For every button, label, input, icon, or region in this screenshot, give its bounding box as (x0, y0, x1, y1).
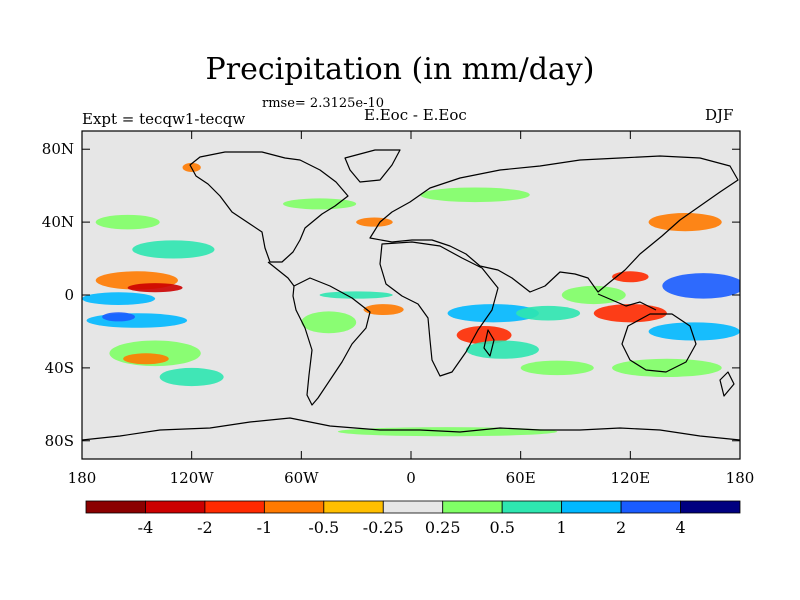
colorbar-label-8: 2 (616, 518, 626, 537)
field-region-19 (465, 340, 539, 359)
experiment-label: Expt = tecqw1-tecqw (82, 110, 246, 128)
south-america-coast (292, 277, 371, 406)
chart-title: Precipitation (in mm/day) (205, 52, 595, 87)
x-axis: 180 120W 60W 0 60E 120E 180 (68, 131, 755, 487)
field-region-2 (82, 292, 156, 306)
colorbar-label-5: 0.25 (425, 518, 461, 537)
y-tick-label-4: 80S (45, 432, 74, 450)
field-region-13 (301, 311, 357, 334)
x-tick-label-6: 180 (726, 469, 755, 487)
field-region-8 (123, 353, 169, 365)
field-region-4 (102, 312, 136, 322)
eurasia-coast (369, 155, 739, 293)
colorbar-box-0 (85, 500, 146, 514)
colorbar-box-9 (620, 500, 681, 514)
north-america-coast (189, 151, 349, 263)
colorbar-label-9: 4 (675, 518, 685, 537)
colorbar-box-4 (323, 500, 384, 514)
colorbar-box-2 (204, 500, 265, 514)
colorbar-label-0: -4 (138, 518, 154, 537)
colorbar-box-3 (263, 500, 325, 514)
field-region-27 (648, 213, 722, 232)
field-region-9 (159, 367, 224, 387)
y-tick-label-1: 40N (42, 213, 74, 231)
africa-coast (379, 241, 499, 377)
colorbar-label-1: -2 (197, 518, 213, 537)
field-region-18 (456, 325, 512, 345)
new-zealand-coast (719, 371, 735, 397)
rmse-label: rmse= 2.3125e-10 (262, 96, 385, 111)
colorbar-label-2: -1 (257, 518, 273, 537)
colorbar-box-5 (382, 500, 444, 514)
colorbar-box-10 (680, 500, 741, 514)
madagascar-coast (483, 329, 495, 357)
field-region-16 (420, 187, 530, 203)
australia-coast (621, 313, 697, 373)
field-region-1 (127, 283, 183, 293)
greenland-coast (344, 149, 401, 183)
colorbar-label-4: -0.25 (363, 518, 404, 537)
field-region-17 (447, 304, 539, 323)
colorbar-label-7: 1 (557, 518, 567, 537)
x-tick-label-4: 60E (506, 469, 536, 487)
map-background (82, 131, 740, 459)
central-america-coast (267, 261, 295, 287)
x-tick-label-0: 180 (68, 469, 97, 487)
y-axis: 80N 40N 0 40S 80S (42, 140, 740, 450)
colorbar: -4 -2 -1 -0.5 -0.25 0.25 0.5 1 2 4 (85, 500, 741, 537)
maritime-continent-coast (597, 293, 657, 311)
y-tick-label-2: 0 (64, 286, 74, 304)
field-region-11 (283, 198, 357, 210)
colorbar-label-6: 0.5 (489, 518, 514, 537)
colorbar-box-8 (561, 500, 622, 514)
field-region-25 (662, 273, 740, 299)
x-tick-label-2: 60W (284, 469, 319, 487)
field-region-28 (612, 358, 722, 377)
colorbar-box-1 (145, 500, 206, 514)
coastlines (82, 149, 740, 441)
season-label: DJF (705, 106, 734, 124)
antarctica-coast (82, 417, 740, 441)
y-tick-label-3: 40S (45, 359, 74, 377)
field-region-26 (648, 322, 740, 341)
field-region-3 (86, 313, 188, 328)
field-region-23 (593, 304, 667, 323)
field-region-6 (95, 214, 160, 230)
colorbar-box-6 (442, 500, 503, 514)
field-region-12 (356, 217, 393, 227)
x-tick-label-1: 120W (170, 469, 215, 487)
colorbar-box-7 (501, 500, 563, 514)
field-region-21 (520, 360, 594, 376)
y-tick-label-0: 80N (42, 140, 74, 158)
center-label: E.Eoc - E.Eoc (364, 106, 467, 124)
field-region-14 (363, 304, 404, 316)
x-tick-label-5: 120E (611, 469, 651, 487)
colorbar-label-3: -0.5 (308, 518, 339, 537)
field-region-24 (612, 271, 649, 283)
field-region-15 (319, 291, 393, 299)
x-tick-label-3: 0 (406, 469, 416, 487)
field-layer (82, 162, 740, 437)
field-region-5 (132, 240, 215, 259)
field-region-20 (516, 305, 581, 321)
